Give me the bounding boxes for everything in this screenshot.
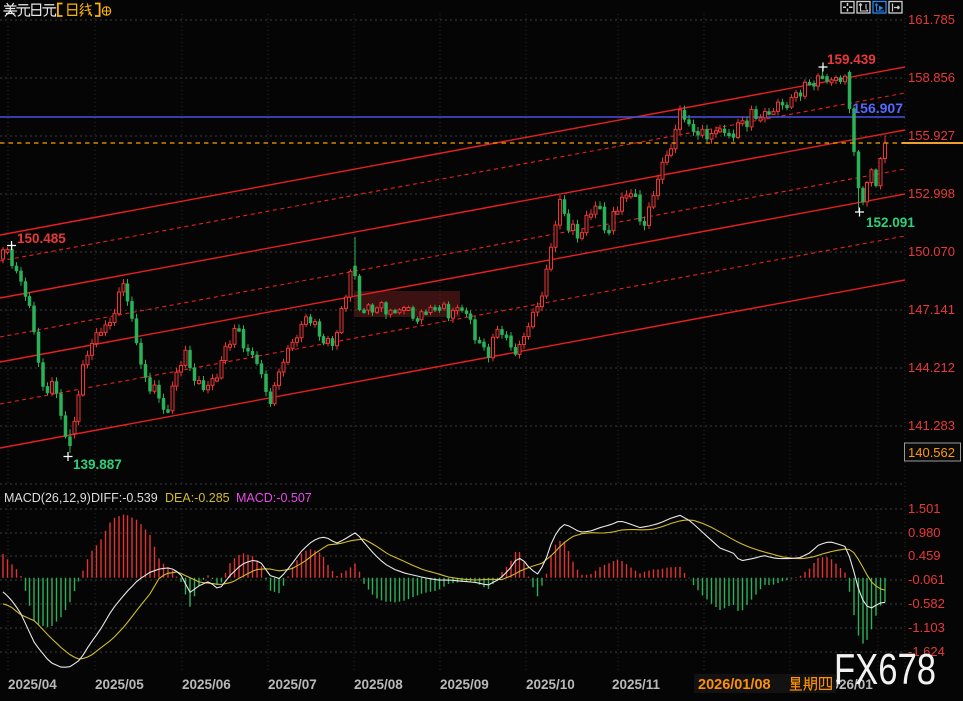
svg-text:155.927: 155.927 (908, 128, 955, 143)
svg-text:DEA:-0.285: DEA:-0.285 (165, 491, 230, 505)
svg-text:FX678: FX678 (834, 645, 936, 694)
svg-text:152.998: 152.998 (908, 186, 955, 201)
svg-text:DIFF:-0.539: DIFF:-0.539 (91, 491, 158, 505)
svg-text:0.980: 0.980 (908, 525, 941, 540)
svg-text:2025/08: 2025/08 (354, 677, 403, 692)
svg-text:-0.582: -0.582 (908, 596, 945, 611)
svg-text:2025/05: 2025/05 (95, 677, 144, 692)
svg-text:2025/10: 2025/10 (526, 677, 575, 692)
svg-text:MACD(26,12,9): MACD(26,12,9) (4, 491, 91, 505)
svg-text:2026/01/08: 2026/01/08 (698, 677, 771, 693)
svg-text:161.785: 161.785 (908, 12, 955, 27)
svg-text:141.283: 141.283 (908, 418, 955, 433)
svg-text:2025/11: 2025/11 (612, 677, 661, 692)
svg-text:2025/07: 2025/07 (268, 677, 317, 692)
svg-text:2026/01: 2026/01 (824, 677, 873, 692)
svg-text:-1.624: -1.624 (908, 644, 945, 659)
svg-text:140.562: 140.562 (908, 445, 955, 460)
svg-text:0.459: 0.459 (908, 548, 941, 563)
svg-text:MACD:-0.507: MACD:-0.507 (236, 491, 312, 505)
svg-text:150.070: 150.070 (908, 244, 955, 259)
svg-text:159.439: 159.439 (827, 52, 876, 67)
svg-text:150.485: 150.485 (17, 231, 66, 246)
svg-text:2025/06: 2025/06 (182, 677, 231, 692)
svg-text:158.856: 158.856 (908, 70, 955, 85)
svg-text:1.501: 1.501 (908, 501, 941, 516)
svg-text:2025/09: 2025/09 (440, 677, 489, 692)
svg-text:147.141: 147.141 (908, 302, 955, 317)
svg-text:152.091: 152.091 (866, 215, 915, 230)
svg-text:144.212: 144.212 (908, 360, 955, 375)
svg-text:156.907: 156.907 (852, 100, 903, 116)
svg-text:2025/04: 2025/04 (8, 677, 57, 692)
svg-text:-1.103: -1.103 (908, 620, 945, 635)
svg-text:139.887: 139.887 (73, 457, 122, 472)
svg-text:-0.061: -0.061 (908, 572, 945, 587)
